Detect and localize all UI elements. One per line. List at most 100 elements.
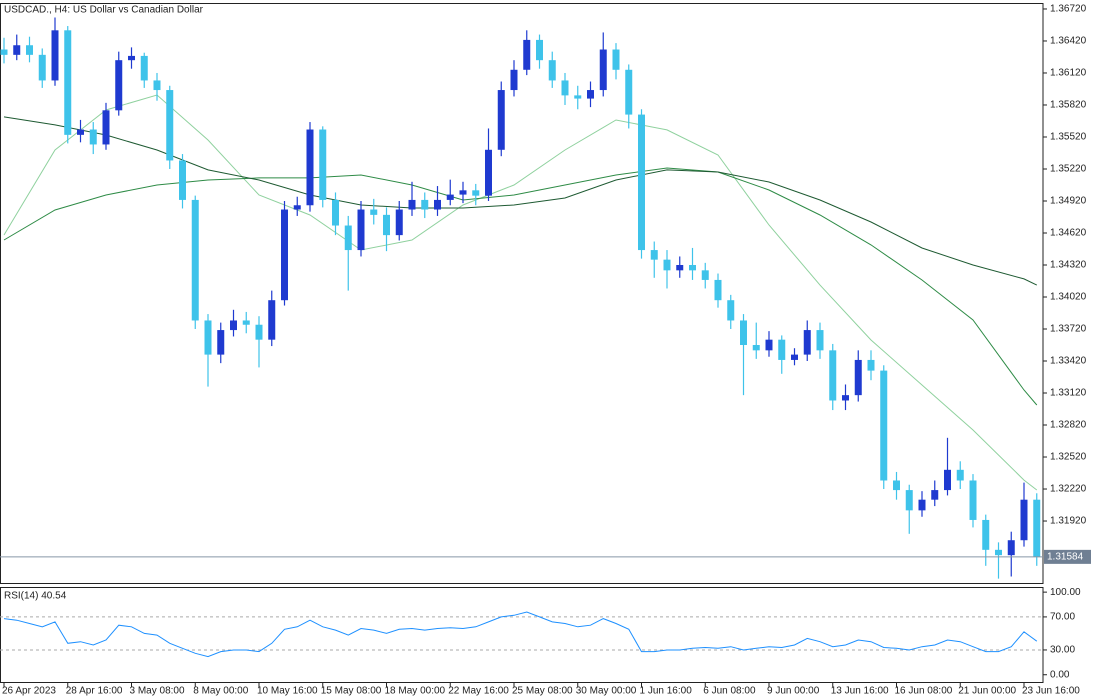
last-price-label: 1.31584 xyxy=(1047,552,1084,563)
candle-body xyxy=(421,199,429,210)
candle-body xyxy=(1033,499,1041,557)
last-price-box xyxy=(1044,549,1091,564)
candle-body xyxy=(854,359,862,396)
y-tick-label: 1.34320 xyxy=(1050,260,1087,271)
candle-body xyxy=(217,330,225,355)
candle-body xyxy=(179,160,186,200)
y-tick-label: 1.32220 xyxy=(1050,484,1087,495)
candle-body xyxy=(344,225,352,251)
candle-body xyxy=(281,209,288,301)
y-tick-label: 1.35220 xyxy=(1050,164,1087,175)
candle-body xyxy=(89,129,97,145)
candle-body xyxy=(472,190,480,196)
candle-body xyxy=(956,469,964,481)
candle-body xyxy=(650,250,658,260)
x-tick-label: 26 Apr 2023 xyxy=(2,686,56,697)
candle-body xyxy=(319,129,327,200)
candle-body xyxy=(102,110,110,145)
y-tick-label: 1.33120 xyxy=(1050,388,1087,399)
candle-body xyxy=(829,350,837,401)
candle-body xyxy=(51,30,59,81)
candle-body xyxy=(995,549,1002,556)
candle-body xyxy=(931,490,939,500)
candle-body xyxy=(701,270,709,280)
candle-body xyxy=(969,480,977,520)
candle-body xyxy=(842,395,849,401)
candle-body xyxy=(918,499,926,511)
candle-body xyxy=(714,279,722,301)
candle-body xyxy=(893,480,900,491)
candle-body xyxy=(64,30,72,135)
y-tick-label: 100.00 xyxy=(1050,587,1081,598)
candle-body xyxy=(561,80,569,96)
candle-body xyxy=(357,209,365,251)
candle-body xyxy=(306,129,314,206)
candle-body xyxy=(293,205,301,210)
candle-body xyxy=(536,39,543,61)
x-tick-label: 16 Jun 08:00 xyxy=(895,686,953,697)
candle-body xyxy=(740,320,747,346)
candle-body xyxy=(778,339,786,360)
candle-body xyxy=(880,370,888,481)
rsi-title: RSI(14) 40.54 xyxy=(4,591,67,602)
y-tick-label: 1.33420 xyxy=(1050,356,1087,367)
candle-body xyxy=(816,330,824,351)
candle-body xyxy=(625,69,633,115)
x-tick-label: 23 Jun 16:00 xyxy=(1022,686,1080,697)
candle-body xyxy=(663,259,671,271)
candle-body xyxy=(905,490,913,511)
x-tick-label: 8 May 00:00 xyxy=(193,686,248,697)
candle-body xyxy=(242,320,250,325)
candle-body xyxy=(1007,540,1015,556)
x-tick-label: 9 Jun 00:00 xyxy=(767,686,820,697)
y-tick-label: 1.34920 xyxy=(1050,196,1087,207)
x-tick-label: 22 May 16:00 xyxy=(448,686,509,697)
candle-body xyxy=(599,49,607,91)
candle-body xyxy=(982,519,990,550)
x-tick-label: 10 May 16:00 xyxy=(257,686,318,697)
rsi-line xyxy=(3,611,1038,658)
candle-body xyxy=(166,90,174,161)
candle-body xyxy=(0,49,8,55)
candle-body xyxy=(638,114,645,251)
candle-body xyxy=(676,264,684,271)
candle-body xyxy=(370,209,378,215)
x-tick-label: 1 Jun 16:00 xyxy=(640,686,693,697)
candle-body xyxy=(383,214,390,236)
moving-average xyxy=(3,94,1038,491)
x-tick-label: 3 May 08:00 xyxy=(130,686,185,697)
y-tick-label: 1.36420 xyxy=(1050,36,1087,47)
chart-title: USDCAD., H4: US Dollar vs Canadian Dolla… xyxy=(4,5,204,16)
candle-body xyxy=(446,194,454,200)
rsi-frame xyxy=(0,587,1044,683)
candle-body xyxy=(791,354,798,360)
candle-body xyxy=(395,209,403,236)
candle-body xyxy=(115,60,123,111)
y-tick-label: 1.35520 xyxy=(1050,132,1087,143)
y-tick-label: 1.36720 xyxy=(1050,4,1087,15)
candle-body xyxy=(612,49,620,70)
candle-body xyxy=(944,469,951,491)
x-tick-label: 25 May 08:00 xyxy=(512,686,573,697)
candle-body xyxy=(727,300,735,321)
x-tick-label: 30 May 00:00 xyxy=(576,686,637,697)
candle-body xyxy=(587,90,594,99)
y-tick-label: 1.32520 xyxy=(1050,452,1087,463)
candle-body xyxy=(574,95,582,99)
candle-body xyxy=(128,55,135,61)
y-tick-label: 1.36120 xyxy=(1050,68,1087,79)
candle-body xyxy=(38,54,46,81)
y-tick-label: 70.00 xyxy=(1050,612,1075,623)
main-frame xyxy=(0,3,1044,584)
x-tick-label: 6 Jun 08:00 xyxy=(703,686,756,697)
candle-body xyxy=(765,339,773,351)
candle-body xyxy=(867,359,875,371)
candle-body xyxy=(803,330,811,355)
candle-body xyxy=(268,300,276,340)
x-tick-label: 13 Jun 16:00 xyxy=(831,686,889,697)
y-tick-label: 1.34620 xyxy=(1050,228,1087,239)
candle-body xyxy=(1020,499,1028,541)
candle-body xyxy=(77,129,84,135)
